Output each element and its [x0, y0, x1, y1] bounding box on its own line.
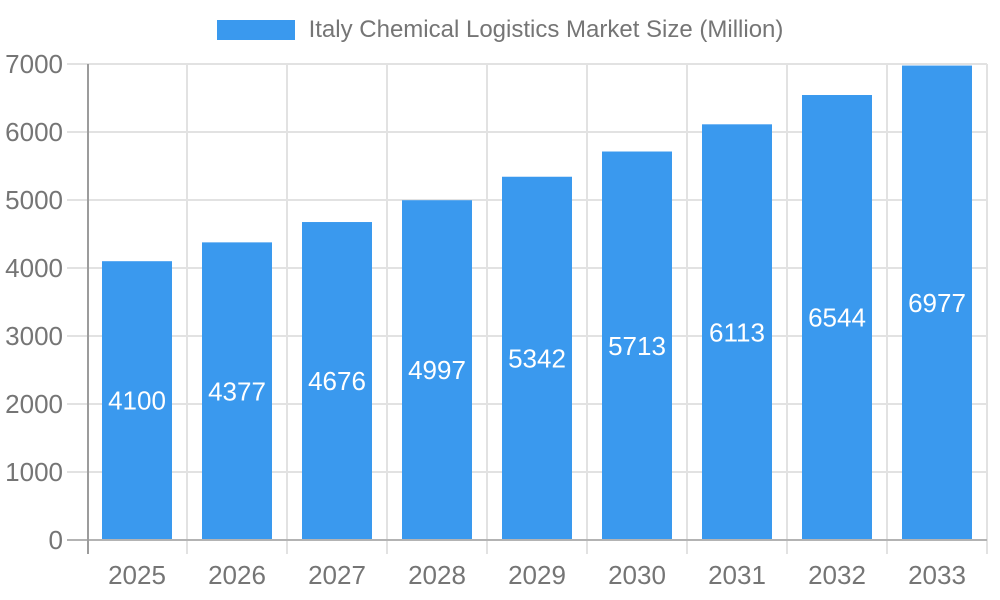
bar-value-label: 4100	[108, 386, 166, 416]
bar-value-label: 6113	[709, 317, 765, 347]
x-tick-label: 2033	[908, 560, 966, 590]
bar-value-label: 4997	[408, 355, 466, 385]
bar-2026[interactable]	[202, 242, 272, 540]
x-tick-label: 2028	[408, 560, 466, 590]
bar-value-label: 4676	[308, 366, 366, 396]
bar-value-label: 5342	[508, 343, 566, 373]
bar-2029[interactable]	[502, 176, 572, 540]
y-tick-label: 4000	[5, 253, 63, 283]
bar-value-label: 5713	[608, 331, 666, 361]
x-tick-label: 2027	[308, 560, 366, 590]
bar-2033[interactable]	[902, 65, 972, 541]
bar-2025[interactable]	[102, 261, 172, 540]
bar-2027[interactable]	[302, 222, 372, 541]
x-tick-label: 2025	[108, 560, 166, 590]
y-tick-label: 6000	[5, 117, 63, 147]
legend[interactable]: Italy Chemical Logistics Market Size (Mi…	[0, 16, 1000, 44]
legend-label: Italy Chemical Logistics Market Size (Mi…	[308, 16, 784, 43]
x-tick-label: 2031	[708, 560, 766, 590]
y-tick-label: 3000	[5, 321, 63, 351]
bar-2032[interactable]	[802, 95, 872, 541]
y-tick-label: 1000	[5, 457, 63, 487]
y-tick-label: 7000	[5, 49, 63, 79]
bar-value-label: 6544	[808, 303, 866, 333]
x-tick-label: 2032	[808, 560, 866, 590]
bar-value-label: 4377	[208, 376, 266, 406]
y-tick-label: 0	[49, 525, 63, 555]
x-tick-label: 2030	[608, 560, 666, 590]
bar-2030[interactable]	[602, 151, 672, 541]
bar-2028[interactable]	[402, 200, 472, 541]
legend-swatch	[216, 20, 295, 40]
y-tick-label: 2000	[5, 389, 63, 419]
y-tick-label: 5000	[5, 185, 63, 215]
bar-value-label: 6977	[908, 288, 966, 318]
bar-2031[interactable]	[702, 124, 772, 540]
x-tick-label: 2029	[508, 560, 566, 590]
x-tick-label: 2026	[208, 560, 266, 590]
